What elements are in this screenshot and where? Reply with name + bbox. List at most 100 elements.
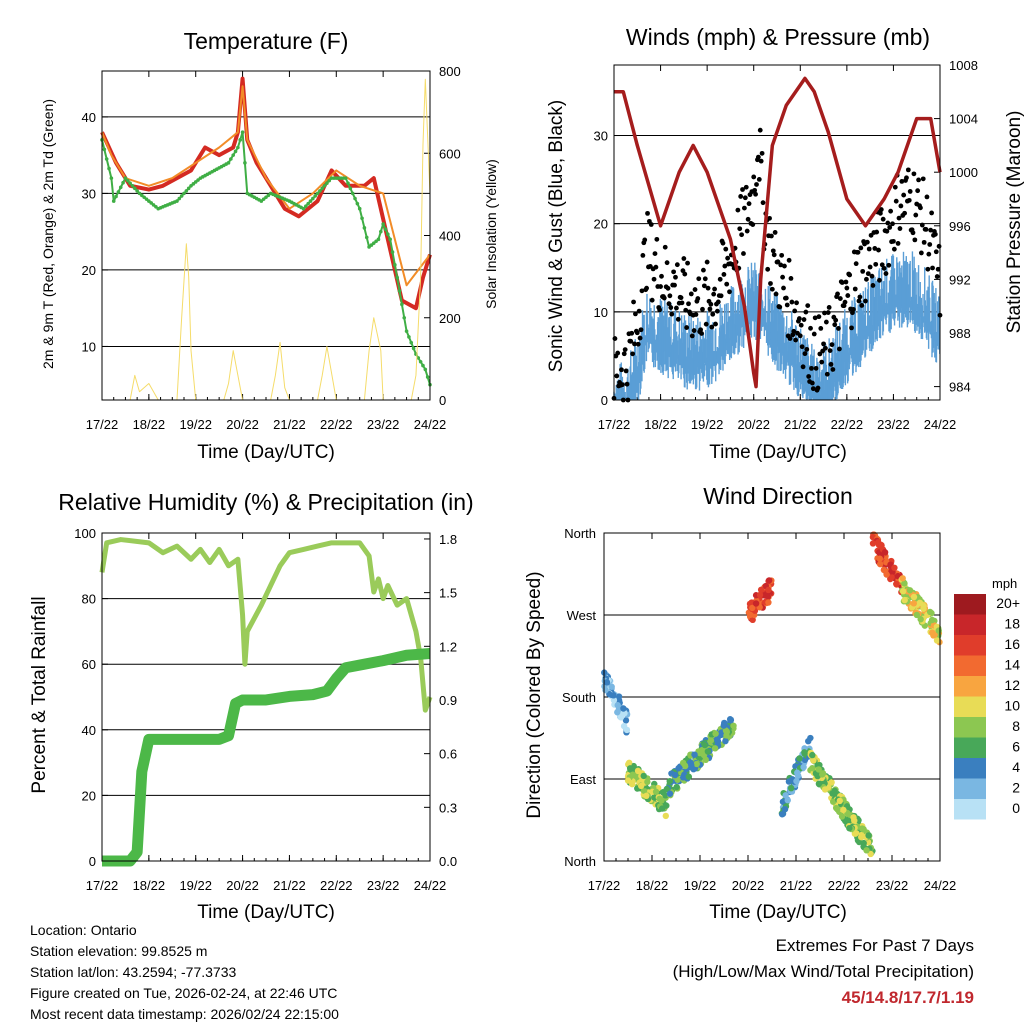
created-text: Figure created on Tue, 2026-02-24, at 22… [30,985,338,1001]
gust-point [769,286,775,292]
gust-point [850,306,856,312]
gust-point [678,295,684,301]
x-tick-label: 21/22 [273,878,306,893]
dewpoint-point [233,149,238,154]
direction-point [699,746,706,754]
dewpoint-point [304,204,308,208]
gust-point [853,261,859,267]
gust-point [711,291,717,297]
gust-point [829,342,835,348]
gust-point [886,262,892,268]
gust-point [788,275,794,281]
direction-point [644,778,651,786]
dewpoint-point [386,232,390,237]
gust-point [789,299,795,305]
y-tick-label: 10 [594,305,608,320]
direction-point [781,806,789,813]
legend-title: mph [992,576,1017,591]
dewpoint-point [355,201,360,206]
x-tick-label: 21/22 [784,417,817,432]
direction-point [747,611,754,619]
gust-point [915,188,921,194]
latlon-text: Station lat/lon: 43.2594; -77.3733 [30,964,237,980]
gust-point [787,336,793,341]
gust-point [633,311,638,317]
gust-point [847,272,853,278]
gust-point [727,289,732,295]
x-tick-label: 22/22 [828,878,861,893]
gust-point [826,305,832,310]
humidity-xlabel: Time (Day/UTC) [197,902,335,923]
direction-point [917,616,924,623]
x-tick-label: 17/22 [86,417,119,432]
gust-point [649,297,655,303]
direction-point [643,792,650,800]
y2-tick-label: 1.8 [439,532,457,547]
gust-point [701,267,706,273]
direction-point [784,797,791,804]
series-station-pressure [614,76,942,389]
gust-point [669,311,675,317]
y-tick-label: North [564,526,596,541]
dewpoint-point [102,147,107,152]
x-tick-label: 24/22 [924,417,957,432]
direction-point [899,588,907,595]
gust-point [888,208,894,214]
gust-point [714,308,720,314]
gust-point [792,308,798,314]
x-tick-label: 19/22 [179,878,212,893]
gust-point [654,236,660,242]
gust-point [740,187,745,192]
x-tick-label: 24/22 [414,417,447,432]
gust-point [742,205,747,211]
direction-point [928,616,936,624]
direction-point [910,593,918,601]
direction-point [749,616,756,624]
dewpoint-point [118,185,123,190]
legend-label: 0 [1012,800,1020,816]
direction-point [663,785,670,793]
gust-point [819,359,825,365]
dewpoint-point [327,178,332,183]
gust-point [750,222,756,227]
legend-swatch [954,717,986,738]
legend-label: 6 [1012,739,1020,755]
direction-point [688,761,695,769]
legend-swatch [954,655,986,676]
y-tick-label: 40 [82,723,96,738]
dewpoint-point [311,196,315,201]
gust-point [910,230,916,236]
x-tick-label: 19/22 [691,417,724,432]
y2-tick-label: 200 [439,311,461,326]
direction-point [863,847,870,854]
dewpoint-point [128,181,132,186]
legend-swatch [954,758,986,779]
gust-point [695,296,701,301]
dewpoint-point [421,363,425,368]
winds-title: Winds (mph) & Pressure (mb) [626,24,930,50]
gust-point [759,150,765,156]
gust-point [835,291,840,297]
x-tick-label: 22/22 [320,417,353,432]
gust-point [686,301,691,307]
gust-point [768,281,773,286]
dewpoint-point [350,191,355,196]
legend-label: 16 [1004,636,1020,652]
dewpoint-point [231,153,235,157]
direction-point [846,824,853,832]
dewpoint-point [348,186,353,191]
x-tick-label: 21/22 [273,417,306,432]
x-tick-label: 23/22 [877,417,910,432]
direction-point [682,762,689,770]
gust-point [856,298,862,304]
gust-point [923,227,929,232]
gust-point [742,195,748,201]
direction-point [615,697,623,704]
gust-point [710,311,716,317]
gust-point [801,317,807,322]
dewpoint-point [306,201,310,206]
dewpoint-point [416,356,421,360]
legend-label: 20+ [996,595,1020,611]
direction-point [876,555,883,562]
gust-point [675,316,681,322]
